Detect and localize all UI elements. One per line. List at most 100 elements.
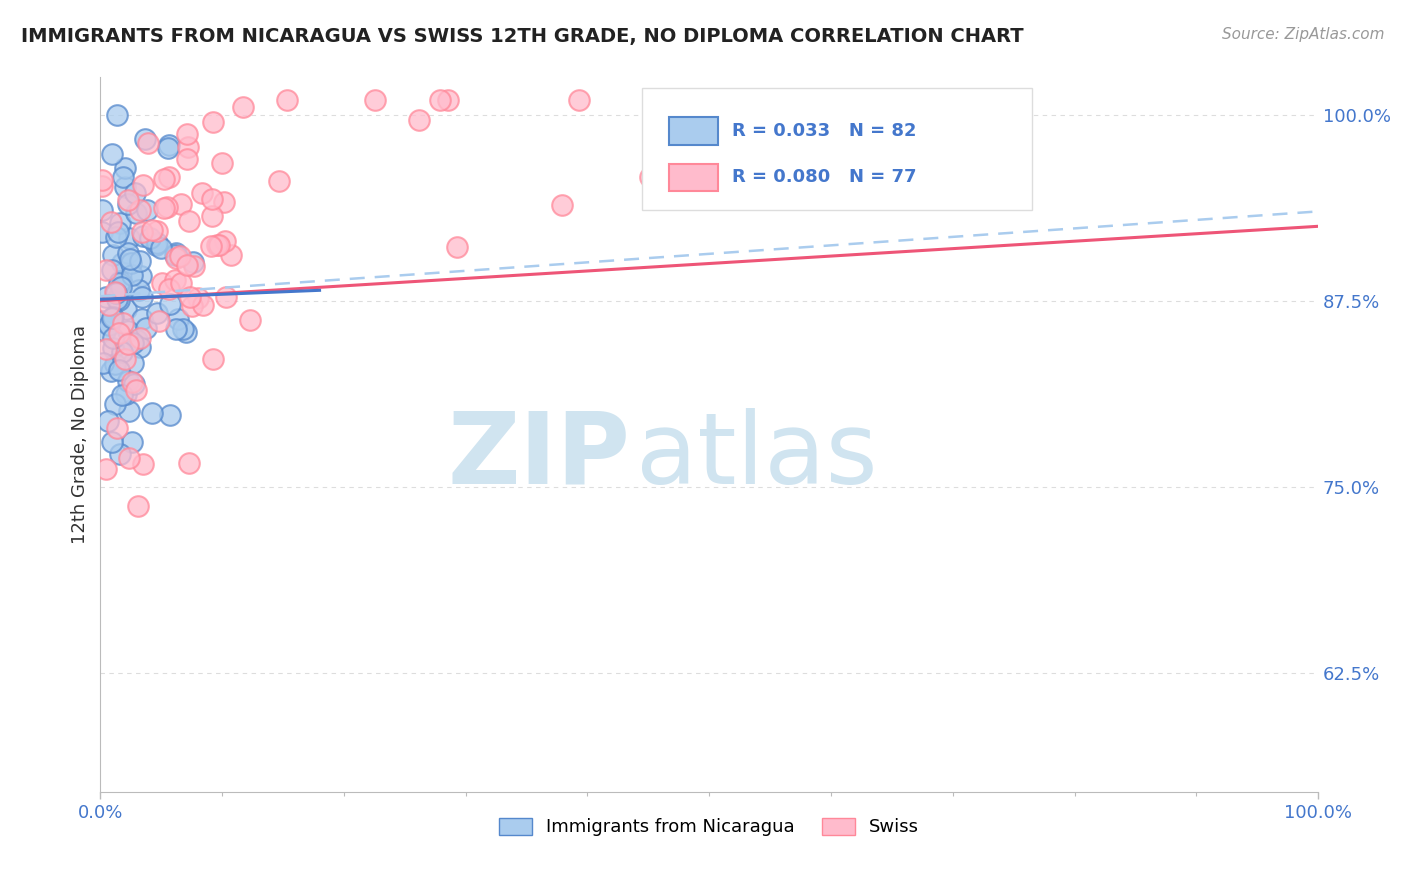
Point: [664, 166, 686, 180]
Point: [111, 388, 134, 402]
Point: [127, 333, 149, 347]
Point: [163, 273, 186, 287]
Point: [669, 93, 692, 107]
Point: [101, 310, 124, 325]
Point: [150, 241, 173, 255]
Point: [697, 93, 720, 107]
Point: [129, 331, 152, 345]
Point: [134, 131, 156, 145]
Text: ZIP: ZIP: [447, 408, 630, 505]
Point: [94, 290, 117, 304]
Point: [129, 253, 152, 268]
Point: [157, 282, 180, 296]
Point: [145, 237, 167, 252]
Point: [117, 337, 139, 351]
Point: [90, 172, 112, 186]
Point: [107, 225, 129, 239]
Point: [638, 169, 661, 184]
Point: [117, 193, 139, 207]
Point: [129, 340, 152, 354]
Point: [446, 240, 468, 254]
Point: [124, 186, 146, 201]
Point: [132, 178, 155, 193]
Point: [91, 356, 114, 370]
Point: [165, 246, 187, 260]
Point: [111, 256, 134, 270]
Point: [122, 356, 145, 370]
Point: [135, 321, 157, 335]
Point: [105, 108, 128, 122]
Point: [191, 186, 214, 200]
Point: [157, 137, 180, 152]
Point: [170, 197, 193, 211]
Point: [232, 100, 254, 114]
Point: [90, 313, 112, 327]
Point: [100, 215, 122, 229]
Point: [145, 306, 167, 320]
Point: [159, 296, 181, 310]
Point: [551, 198, 574, 212]
Point: [170, 276, 193, 290]
Text: R = 0.033   N = 82: R = 0.033 N = 82: [733, 122, 917, 140]
Point: [239, 313, 262, 327]
Point: [129, 202, 152, 217]
Point: [97, 318, 120, 332]
Legend: Immigrants from Nicaragua, Swiss: Immigrants from Nicaragua, Swiss: [492, 811, 927, 844]
Point: [101, 434, 124, 449]
Point: [208, 238, 231, 252]
Point: [201, 115, 224, 129]
Point: [139, 231, 162, 245]
Point: [141, 406, 163, 420]
Point: [91, 202, 114, 217]
Point: [117, 196, 139, 211]
Point: [215, 290, 238, 304]
Point: [201, 192, 224, 206]
Point: [121, 268, 143, 283]
Point: [180, 299, 202, 313]
Bar: [669, 164, 718, 191]
Point: [105, 421, 128, 435]
FancyBboxPatch shape: [643, 88, 1032, 210]
Point: [110, 216, 132, 230]
Point: [136, 203, 159, 218]
Point: [112, 316, 135, 330]
Point: [127, 499, 149, 513]
Bar: [669, 118, 718, 145]
Point: [131, 225, 153, 239]
Point: [148, 314, 170, 328]
Point: [125, 206, 148, 220]
Point: [146, 224, 169, 238]
Point: [105, 292, 128, 306]
Point: [179, 291, 201, 305]
Point: [104, 357, 127, 371]
Point: [176, 258, 198, 272]
Point: [153, 201, 176, 215]
Point: [117, 246, 139, 260]
Point: [104, 285, 127, 299]
Point: [169, 249, 191, 263]
Text: R = 0.080   N = 77: R = 0.080 N = 77: [733, 169, 917, 186]
Point: [363, 93, 385, 107]
Y-axis label: 12th Grade, No Diploma: 12th Grade, No Diploma: [72, 326, 89, 544]
Point: [146, 235, 169, 250]
Point: [150, 277, 173, 291]
Point: [90, 225, 112, 239]
Point: [108, 293, 131, 307]
Point: [120, 252, 142, 266]
Point: [108, 447, 131, 461]
Point: [212, 195, 235, 210]
Point: [131, 290, 153, 304]
Point: [176, 127, 198, 141]
Point: [93, 324, 115, 338]
Point: [187, 291, 209, 305]
Point: [110, 279, 132, 293]
Point: [219, 248, 242, 262]
Point: [214, 235, 236, 249]
Text: Source: ZipAtlas.com: Source: ZipAtlas.com: [1222, 27, 1385, 42]
Point: [429, 93, 451, 107]
Point: [98, 298, 121, 312]
Point: [181, 255, 204, 269]
Point: [165, 322, 187, 336]
Point: [112, 169, 135, 184]
Point: [96, 263, 118, 277]
